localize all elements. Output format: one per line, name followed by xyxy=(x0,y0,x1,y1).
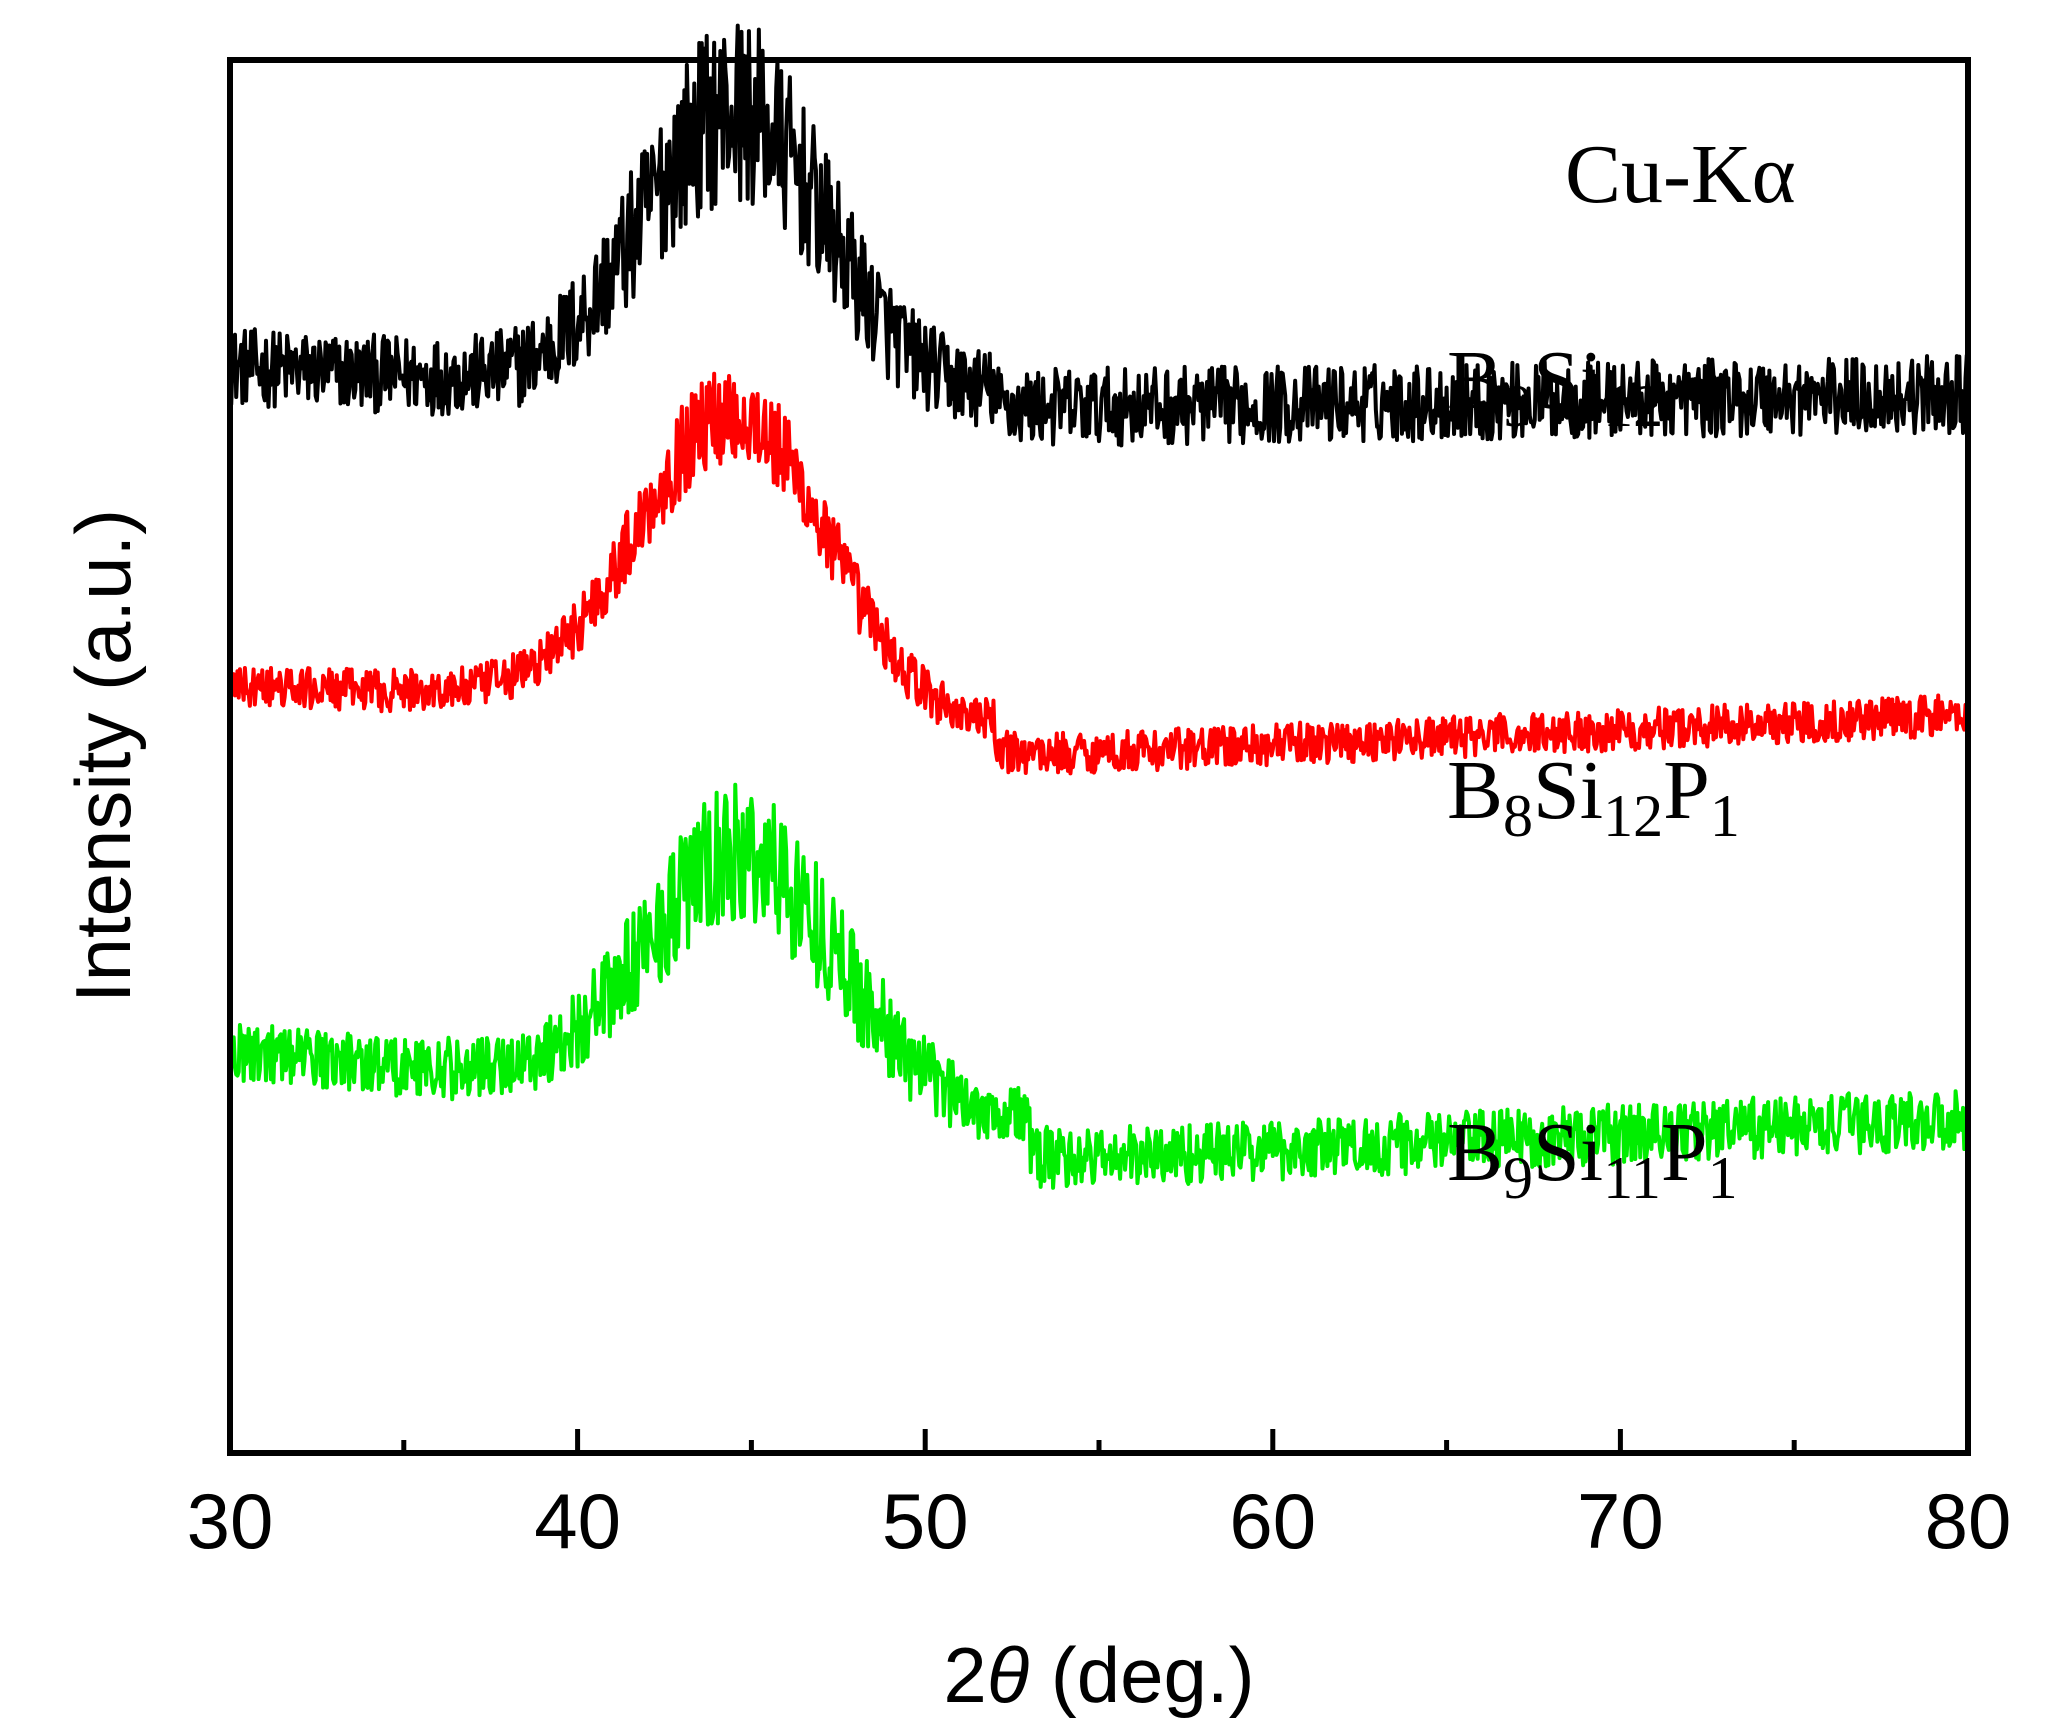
series-line-B8Si12P1 xyxy=(228,371,1970,776)
x-tick-label-80: 80 xyxy=(1925,1477,2012,1565)
series-line-B9Si12 xyxy=(229,23,1970,448)
y-axis-title: Intensity (a.u.) xyxy=(59,509,147,1003)
x-tick-label-50: 50 xyxy=(882,1477,969,1565)
x-tick-label-70: 70 xyxy=(1577,1477,1664,1565)
series-label-B9Si11P1: B9Si11P1 xyxy=(1447,1106,1738,1211)
x-tick-label-30: 30 xyxy=(187,1477,274,1565)
series-layer xyxy=(228,23,1970,1190)
ticks-layer: 30 40 50 60 70 80 xyxy=(187,1429,2012,1565)
x-axis-title-symbol: θ xyxy=(987,1631,1029,1719)
series-label-B8Si12P1: B8Si12P1 xyxy=(1447,744,1740,849)
x-tick-label-40: 40 xyxy=(534,1477,621,1565)
x-axis-title-suffix: (deg.) xyxy=(1029,1631,1254,1719)
series-line-B9Si11P1 xyxy=(228,782,1970,1190)
series-label-B9Si12: B9Si12 xyxy=(1447,334,1663,439)
x-tick-label-60: 60 xyxy=(1229,1477,1316,1565)
radiation-annotation: Cu-Kα xyxy=(1565,128,1796,221)
x-axis-title: 2θ (deg.) xyxy=(943,1631,1254,1719)
x-axis-title-prefix: 2 xyxy=(943,1631,986,1719)
labels-layer: B9Si12 B8Si12P1 B9Si11P1 xyxy=(1447,334,1740,1211)
